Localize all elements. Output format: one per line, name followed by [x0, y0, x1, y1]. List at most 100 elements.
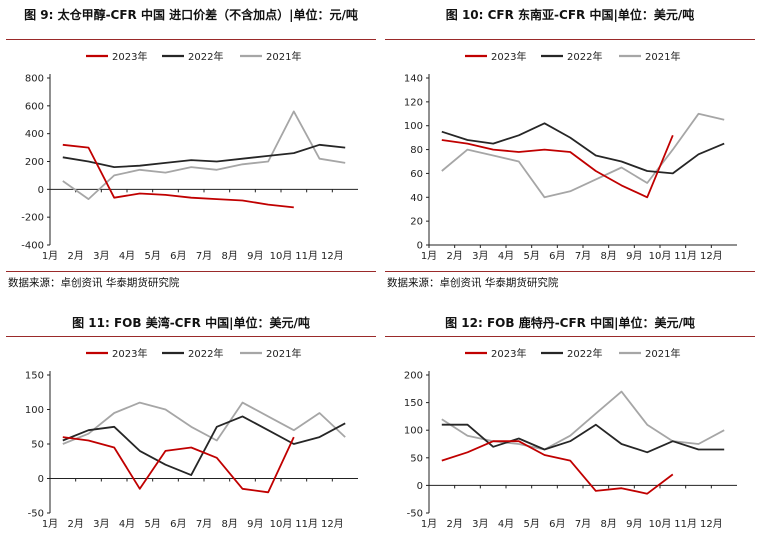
x-tick-label: 9月 [247, 518, 263, 530]
chart-title: 图 9: 太仓甲醇-CFR 中国 进口价差（不含加点）|单位：元/吨 [6, 6, 376, 40]
y-tick-label: 40 [410, 193, 423, 204]
chart-title: 图 12: FOB 鹿特丹-CFR 中国|单位：美元/吨 [385, 314, 755, 337]
series-line-2021年 [441, 390, 725, 451]
x-tick-label: 3月 [93, 250, 109, 262]
x-tick-label: 7月 [196, 250, 212, 262]
y-tick-label: 600 [25, 101, 44, 112]
x-tick-label: 12月 [700, 518, 723, 530]
y-tick-label: -400 [21, 241, 44, 252]
x-tick-label: 2月 [67, 250, 83, 262]
x-tick-label: 10月 [270, 250, 293, 262]
x-tick-label: 4月 [498, 250, 514, 262]
series-line-2023年 [441, 440, 674, 495]
line-chart: -400 -200 0 200 400 600 800 1月 2月 3月 4月 5月 6月 7月 8月 9月 1… [21, 50, 358, 262]
x-tick-label: 1月 [421, 250, 437, 262]
x-tick-label: 10月 [270, 518, 293, 530]
line-chart: -50 0 50 100 150 200 1月 2月 3月 4月 5月 6月 7月 8月 9月 10月 11月 1… [404, 347, 737, 530]
y-tick-label: 120 [404, 97, 423, 108]
series-line-2023年 [62, 143, 294, 209]
series-line-2022年 [441, 122, 725, 175]
y-tick-label: 0 [38, 474, 44, 485]
x-tick-label: 5月 [523, 250, 539, 262]
x-tick-label: 8月 [221, 518, 237, 530]
y-tick-label: 150 [25, 371, 44, 382]
x-tick-label: 9月 [626, 250, 642, 262]
series-line-2021年 [62, 110, 346, 200]
series-line-2023年 [62, 436, 295, 494]
y-tick-label: 800 [25, 74, 44, 85]
x-tick-label: 6月 [549, 518, 565, 530]
x-tick-label: 4月 [119, 250, 135, 262]
x-tick-label: 6月 [549, 250, 565, 262]
legend-label: 2023年 [112, 347, 147, 360]
series-line-2022年 [62, 415, 346, 476]
legend-label: 2022年 [188, 347, 223, 360]
legend-label: 2023年 [491, 50, 526, 63]
legend-label: 2023年 [112, 50, 147, 63]
x-tick-label: 8月 [221, 250, 237, 262]
x-tick-label: 9月 [247, 250, 263, 262]
y-tick-label: 20 [410, 217, 423, 228]
chart-panel-11: 图 11: FOB 美湾-CFR 中国|单位：美元/吨 -50 0 50 100 150… [6, 314, 376, 537]
x-tick-label: 10月 [649, 250, 672, 262]
x-tick-label: 1月 [421, 518, 437, 530]
x-tick-label: 7月 [575, 250, 591, 262]
y-tick-label: 60 [410, 169, 423, 180]
series-line-2021年 [62, 401, 346, 445]
x-tick-label: 5月 [144, 518, 160, 530]
y-tick-label: 400 [25, 129, 44, 140]
x-tick-label: 2月 [446, 250, 462, 262]
y-tick-label: 0 [38, 185, 44, 196]
y-tick-label: -50 [407, 509, 423, 520]
x-tick-label: 12月 [321, 250, 344, 262]
x-tick-label: 7月 [575, 518, 591, 530]
chart-panel-10: 图 10: CFR 东南亚-CFR 中国|单位：美元/吨 0 20 40 60 80 10… [385, 6, 755, 290]
legend-label: 2022年 [188, 50, 223, 63]
x-tick-label: 11月 [295, 518, 318, 530]
x-tick-label: 11月 [295, 250, 318, 262]
x-tick-label: 6月 [170, 250, 186, 262]
x-tick-label: 1月 [42, 518, 58, 530]
x-tick-label: 11月 [674, 518, 697, 530]
legend-label: 2023年 [491, 347, 526, 360]
y-tick-label: 100 [25, 405, 44, 416]
chart-panel-12: 图 12: FOB 鹿特丹-CFR 中国|单位：美元/吨 -50 0 50 100 15… [385, 314, 755, 537]
y-tick-label: 100 [404, 121, 423, 132]
x-tick-label: 12月 [700, 250, 723, 262]
x-tick-label: 2月 [67, 518, 83, 530]
series-line-2022年 [62, 143, 346, 168]
y-tick-label: 0 [417, 241, 423, 252]
legend-label: 2021年 [266, 50, 301, 63]
y-tick-label: -50 [28, 509, 44, 520]
x-tick-label: 7月 [196, 518, 212, 530]
x-tick-label: 12月 [321, 518, 344, 530]
y-tick-label: 200 [404, 371, 423, 382]
x-tick-label: 3月 [472, 518, 488, 530]
legend-label: 2021年 [266, 347, 301, 360]
legend-label: 2022年 [567, 347, 602, 360]
y-tick-label: 50 [31, 440, 44, 451]
x-tick-label: 10月 [649, 518, 672, 530]
x-tick-label: 8月 [600, 518, 616, 530]
series-line-2021年 [441, 112, 725, 199]
x-tick-label: 4月 [498, 518, 514, 530]
y-tick-label: 0 [417, 481, 423, 492]
y-tick-label: 140 [404, 74, 423, 85]
x-tick-label: 2月 [446, 518, 462, 530]
x-tick-label: 3月 [472, 250, 488, 262]
y-tick-label: 50 [410, 453, 423, 464]
series-line-2023年 [441, 134, 674, 199]
chart-panel-9: 图 9: 太仓甲醇-CFR 中国 进口价差（不含加点）|单位：元/吨 -400-… [6, 6, 376, 290]
source-note: 数据来源：卓创资讯 华泰期货研究院 [6, 271, 376, 290]
x-tick-label: 9月 [626, 518, 642, 530]
x-tick-label: 8月 [600, 250, 616, 262]
x-tick-label: 5月 [144, 250, 160, 262]
legend-label: 2021年 [645, 347, 680, 360]
y-tick-label: 100 [404, 426, 423, 437]
source-note: 数据来源：卓创资讯 华泰期货研究院 [385, 271, 755, 290]
line-chart: -50 0 50 100 150 1月 2月 3月 4月 5月 6月 7月 8月 9月 10月 11月 12月 2… [25, 347, 358, 530]
chart-title: 图 10: CFR 东南亚-CFR 中国|单位：美元/吨 [385, 6, 755, 40]
x-tick-label: 11月 [674, 250, 697, 262]
legend-label: 2022年 [567, 50, 602, 63]
